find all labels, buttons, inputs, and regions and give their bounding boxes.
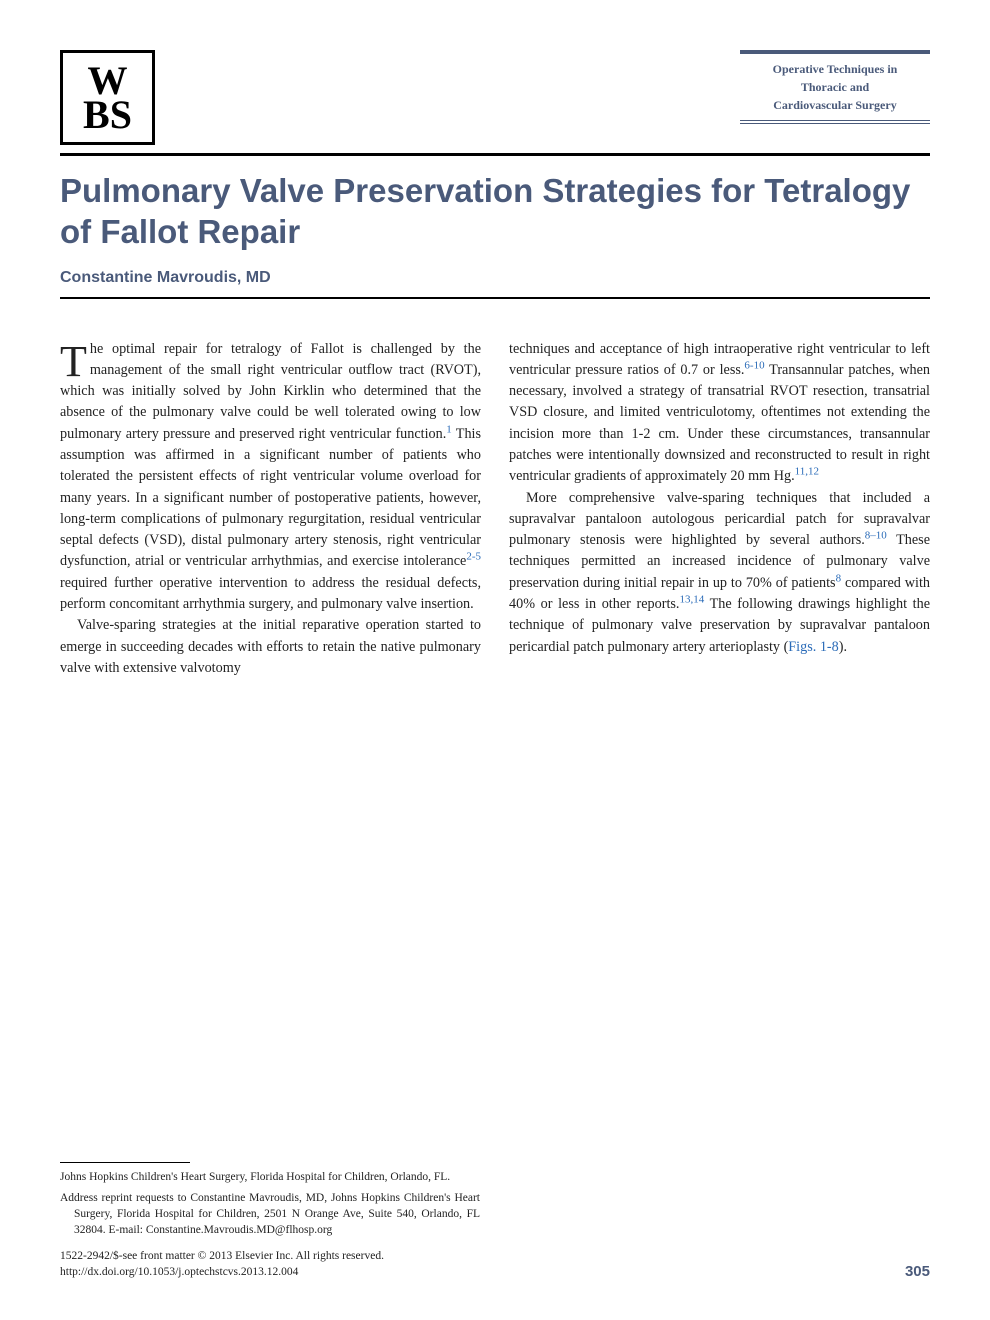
doi-line[interactable]: http://dx.doi.org/10.1053/j.optechstcvs.…	[60, 1264, 930, 1280]
correspondence: Address reprint requests to Constantine …	[60, 1190, 480, 1238]
page-number: 305	[905, 1263, 930, 1280]
body-text: Valve-sparing strategies at the initial …	[60, 617, 481, 676]
mid-rule	[60, 297, 930, 299]
journal-line: Cardiovascular Surgery	[740, 96, 930, 114]
citation-ref[interactable]: 13,14	[679, 593, 704, 605]
author-name: Constantine Mavroudis, MD	[60, 269, 930, 287]
header-row: WBS Operative Techniques in Thoracic and…	[60, 50, 930, 145]
body-text: Transannular patches, when necessary, in…	[509, 362, 930, 484]
journal-line: Thoracic and	[740, 78, 930, 96]
dropcap: T	[60, 339, 90, 380]
citation-ref[interactable]: 11,12	[795, 466, 819, 478]
paragraph: The optimal repair for tetralogy of Fall…	[60, 339, 481, 616]
citation-ref[interactable]: 6-10	[744, 359, 764, 371]
top-rule	[60, 153, 930, 156]
column-left: The optimal repair for tetralogy of Fall…	[60, 339, 481, 680]
paragraph: More comprehensive valve-sparing techniq…	[509, 488, 930, 658]
citation-ref[interactable]: 8–10	[865, 529, 887, 541]
article-title: Pulmonary Valve Preservation Strategies …	[60, 170, 930, 253]
logo-text: WBS	[83, 64, 132, 132]
body-text: he optimal repair for tetralogy of Fallo…	[60, 341, 481, 442]
body-text: ).	[839, 639, 847, 655]
citation-ref[interactable]: 2-5	[466, 551, 481, 563]
paragraph: Valve-sparing strategies at the initial …	[60, 615, 481, 679]
body-text: This assumption was affirmed in a signif…	[60, 426, 481, 570]
journal-line: Operative Techniques in	[740, 60, 930, 78]
journal-name-box: Operative Techniques in Thoracic and Car…	[740, 50, 930, 124]
publisher-logo: WBS	[60, 50, 155, 145]
copyright-line: 1522-2942/$-see front matter © 2013 Else…	[60, 1248, 930, 1264]
affiliation: Johns Hopkins Children's Heart Surgery, …	[60, 1169, 480, 1185]
body-columns: The optimal repair for tetralogy of Fall…	[60, 339, 930, 680]
body-text: required further operative intervention …	[60, 575, 481, 612]
footer: Johns Hopkins Children's Heart Surgery, …	[60, 1162, 930, 1280]
footnote-rule	[60, 1162, 190, 1163]
paragraph: techniques and acceptance of high intrao…	[509, 339, 930, 488]
figure-ref[interactable]: Figs. 1-8	[788, 639, 838, 655]
column-right: techniques and acceptance of high intrao…	[509, 339, 930, 680]
